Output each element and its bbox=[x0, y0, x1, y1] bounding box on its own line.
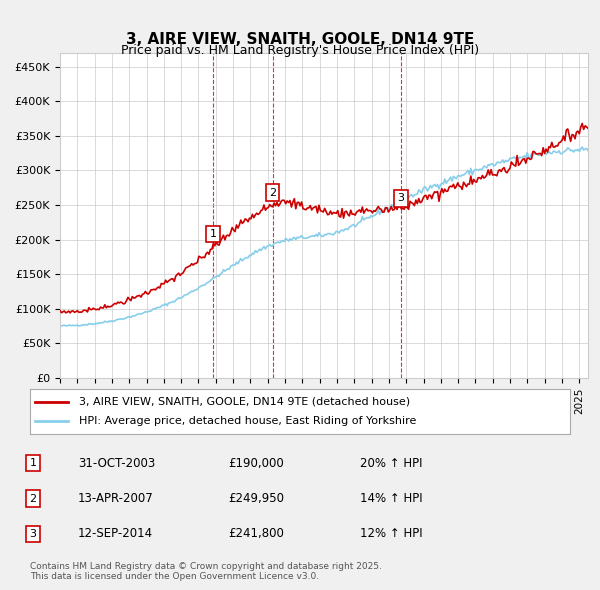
Text: 1: 1 bbox=[209, 229, 217, 239]
Text: 12-SEP-2014: 12-SEP-2014 bbox=[78, 527, 153, 540]
Text: £241,800: £241,800 bbox=[228, 527, 284, 540]
Text: £190,000: £190,000 bbox=[228, 457, 284, 470]
Text: 31-OCT-2003: 31-OCT-2003 bbox=[78, 457, 155, 470]
Text: 2: 2 bbox=[269, 188, 276, 198]
Text: 13-APR-2007: 13-APR-2007 bbox=[78, 492, 154, 505]
Text: 3: 3 bbox=[29, 529, 37, 539]
Text: Contains HM Land Registry data © Crown copyright and database right 2025.
This d: Contains HM Land Registry data © Crown c… bbox=[30, 562, 382, 581]
Text: Price paid vs. HM Land Registry's House Price Index (HPI): Price paid vs. HM Land Registry's House … bbox=[121, 44, 479, 57]
Text: 1: 1 bbox=[29, 458, 37, 468]
Text: 3: 3 bbox=[398, 194, 404, 203]
Text: 2: 2 bbox=[29, 494, 37, 503]
Text: 20% ↑ HPI: 20% ↑ HPI bbox=[360, 457, 422, 470]
Text: 3, AIRE VIEW, SNAITH, GOOLE, DN14 9TE: 3, AIRE VIEW, SNAITH, GOOLE, DN14 9TE bbox=[126, 32, 474, 47]
Text: HPI: Average price, detached house, East Riding of Yorkshire: HPI: Average price, detached house, East… bbox=[79, 417, 416, 426]
Text: 3, AIRE VIEW, SNAITH, GOOLE, DN14 9TE (detached house): 3, AIRE VIEW, SNAITH, GOOLE, DN14 9TE (d… bbox=[79, 397, 410, 407]
Text: 14% ↑ HPI: 14% ↑ HPI bbox=[360, 492, 422, 505]
Text: £249,950: £249,950 bbox=[228, 492, 284, 505]
Text: 12% ↑ HPI: 12% ↑ HPI bbox=[360, 527, 422, 540]
